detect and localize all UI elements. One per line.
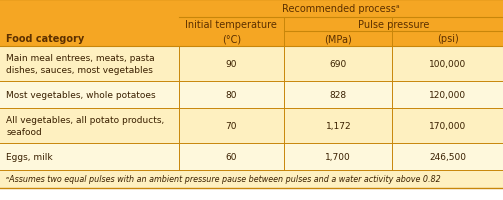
Text: 100,000: 100,000 <box>429 60 466 69</box>
Text: Main meal entrees, meats, pasta
dishes, sauces, most vegetables: Main meal entrees, meats, pasta dishes, … <box>6 54 154 74</box>
Text: 70: 70 <box>226 121 237 130</box>
Text: 690: 690 <box>329 60 347 69</box>
Text: (psi): (psi) <box>437 34 459 44</box>
Text: 1,700: 1,700 <box>325 152 351 161</box>
Text: 120,000: 120,000 <box>429 91 466 100</box>
Bar <box>0 143 503 170</box>
Bar <box>0 170 503 188</box>
Text: (MPa): (MPa) <box>324 34 352 44</box>
Text: (°C): (°C) <box>222 34 241 44</box>
Text: 170,000: 170,000 <box>429 121 466 130</box>
Text: 80: 80 <box>226 91 237 100</box>
Text: Most vegetables, whole potatoes: Most vegetables, whole potatoes <box>6 91 155 100</box>
Bar <box>0 82 503 108</box>
Text: All vegetables, all potato products,
seafood: All vegetables, all potato products, sea… <box>6 116 164 136</box>
Text: ᵃAssumes two equal pulses with an ambient pressure pause between pulses and a wa: ᵃAssumes two equal pulses with an ambien… <box>6 175 441 184</box>
Bar <box>0 108 503 143</box>
Text: 60: 60 <box>226 152 237 161</box>
Bar <box>0 47 503 82</box>
Text: Food category: Food category <box>6 34 85 44</box>
Text: 1,172: 1,172 <box>325 121 351 130</box>
Text: Recommended processᵃ: Recommended processᵃ <box>282 4 399 14</box>
Bar <box>0 0 503 47</box>
Text: 90: 90 <box>226 60 237 69</box>
Text: Initial temperature: Initial temperature <box>186 20 277 30</box>
Text: Eggs, milk: Eggs, milk <box>6 152 53 161</box>
Text: Pulse pressure: Pulse pressure <box>358 20 429 30</box>
Text: 246,500: 246,500 <box>429 152 466 161</box>
Text: 828: 828 <box>329 91 347 100</box>
